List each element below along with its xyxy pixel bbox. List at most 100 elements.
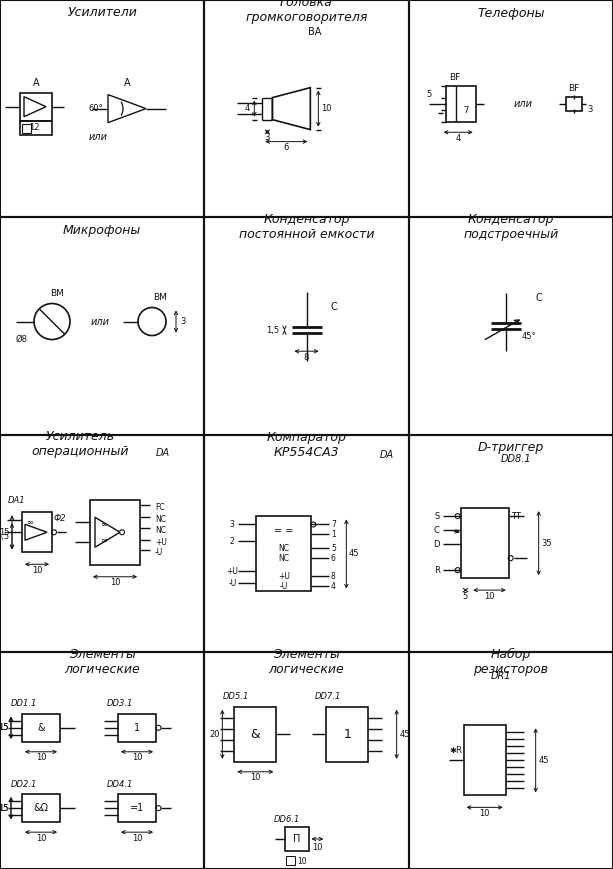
Bar [204, 652, 409, 869]
Text: A: A [32, 77, 39, 88]
Bar [22, 123, 31, 133]
Text: +U: +U [278, 572, 290, 581]
Text: Ф2: Ф2 [54, 514, 66, 523]
Bar [460, 508, 509, 578]
Bar [0, 652, 204, 869]
Text: C: C [536, 293, 543, 303]
Text: BA: BA [308, 27, 321, 37]
Text: 8: 8 [331, 572, 336, 581]
Text: Конденсатор
постоянной емкости: Конденсатор постоянной емкости [238, 213, 375, 242]
Text: 2: 2 [230, 537, 235, 546]
Bar [463, 726, 506, 795]
Text: или: или [88, 131, 107, 142]
Text: 5: 5 [463, 592, 468, 600]
Text: 10: 10 [36, 753, 46, 762]
Bar [409, 217, 613, 434]
Text: DD2.1: DD2.1 [11, 779, 37, 789]
Bar [22, 512, 52, 553]
Text: Усилитель
операционный: Усилитель операционный [31, 430, 129, 459]
Text: 10: 10 [250, 773, 261, 782]
Text: S: S [434, 512, 440, 521]
Text: Микрофоны: Микрофоны [63, 223, 141, 236]
Text: DA: DA [156, 448, 170, 457]
Text: 15: 15 [0, 804, 8, 813]
Text: 10: 10 [132, 833, 142, 843]
Text: 45: 45 [349, 549, 360, 559]
Text: = =: = = [274, 527, 294, 536]
Text: 6: 6 [331, 554, 336, 563]
Text: 4: 4 [331, 582, 336, 591]
Text: DD5.1: DD5.1 [223, 693, 249, 701]
Text: Набор
резисторов: Набор резисторов [473, 647, 549, 676]
Text: 3: 3 [180, 317, 186, 326]
Bar [204, 434, 409, 652]
Text: 35: 35 [541, 539, 552, 547]
Bar [90, 500, 140, 565]
Text: Элементы
логические: Элементы логические [64, 647, 140, 676]
Text: 45: 45 [400, 730, 410, 739]
Text: 3: 3 [587, 105, 592, 114]
Bar [286, 856, 294, 865]
Text: 10: 10 [484, 592, 495, 600]
Text: или: или [513, 99, 532, 109]
Bar [118, 794, 156, 822]
Text: BF: BF [449, 73, 460, 82]
Text: 15: 15 [0, 723, 8, 733]
Text: 1: 1 [134, 723, 140, 733]
Text: TT: TT [511, 512, 520, 521]
Text: 1: 1 [331, 530, 336, 539]
Bar [446, 86, 476, 123]
Text: -U: -U [155, 547, 163, 557]
Text: NC: NC [155, 514, 166, 524]
Text: 4: 4 [455, 134, 461, 143]
Text: 7: 7 [463, 106, 468, 115]
Text: 10: 10 [312, 843, 322, 852]
Text: +U: +U [155, 538, 167, 547]
Text: 5,5: 5,5 [0, 532, 10, 541]
Text: D-триггер: D-триггер [478, 441, 544, 454]
Text: DD3.1: DD3.1 [107, 700, 133, 708]
Text: ∞: ∞ [26, 518, 34, 527]
Text: 15: 15 [0, 527, 9, 537]
Text: NC: NC [278, 544, 289, 553]
Text: 4: 4 [245, 104, 250, 113]
Text: 10: 10 [297, 857, 307, 866]
Text: 45°: 45° [522, 332, 536, 342]
Text: BM: BM [50, 289, 64, 298]
Text: ∞: ∞ [101, 536, 107, 545]
Text: ✱R: ✱R [449, 746, 462, 755]
Text: 10: 10 [479, 809, 490, 818]
Text: ∞: ∞ [101, 520, 107, 528]
Text: DD1.1: DD1.1 [11, 700, 37, 708]
Bar [284, 827, 308, 851]
Text: 1,5: 1,5 [266, 326, 279, 335]
Text: A: A [124, 77, 131, 88]
Bar [0, 217, 204, 434]
Bar [22, 713, 60, 742]
Text: DD7.1: DD7.1 [315, 693, 341, 701]
Text: +U: +U [226, 567, 238, 576]
Text: D: D [433, 540, 440, 548]
Text: 6: 6 [284, 143, 289, 152]
Text: DA: DA [379, 449, 394, 460]
Text: 10: 10 [321, 104, 332, 113]
Text: Π: Π [293, 834, 300, 844]
Text: &Ω: &Ω [34, 803, 48, 813]
Text: 1: 1 [343, 728, 351, 740]
Text: 10: 10 [36, 833, 46, 843]
Bar [204, 0, 409, 217]
Bar [0, 0, 204, 217]
Bar [234, 706, 276, 762]
Text: 10: 10 [110, 578, 120, 587]
Text: или: или [91, 316, 110, 327]
Text: Ø8: Ø8 [16, 335, 28, 344]
Text: 45: 45 [538, 756, 549, 765]
Text: DA1: DA1 [8, 495, 26, 505]
Text: 8: 8 [304, 353, 309, 362]
Text: &: & [37, 723, 45, 733]
Bar [22, 794, 60, 822]
Text: 15: 15 [0, 723, 8, 733]
Text: 15: 15 [0, 804, 8, 813]
Text: 10: 10 [32, 566, 42, 574]
Text: NC: NC [278, 554, 289, 563]
